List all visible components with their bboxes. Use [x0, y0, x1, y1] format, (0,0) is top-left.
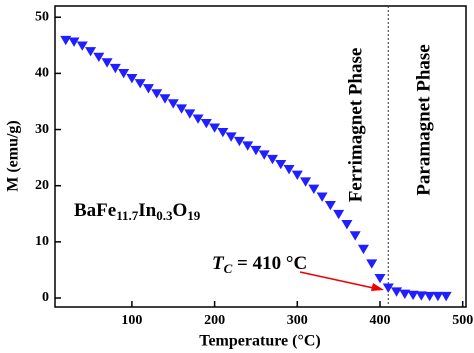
x-axis-label: Temperature (°C)	[199, 333, 320, 350]
y-tick-label: 10	[35, 234, 49, 249]
text: In	[138, 200, 156, 221]
y-axis-label: M (emu/g)	[5, 120, 22, 192]
data-point	[76, 41, 88, 51]
data-point	[407, 290, 419, 301]
text: = 410 °C	[232, 253, 307, 274]
data-point	[291, 170, 303, 180]
data-point	[440, 291, 452, 302]
data-point	[415, 291, 427, 301]
y-tick-label: 40	[35, 66, 49, 81]
plot-frame	[54, 5, 467, 308]
data-point	[283, 165, 295, 175]
data-point	[184, 109, 196, 119]
data-point	[167, 99, 179, 109]
data-point	[68, 37, 80, 47]
data-point	[134, 79, 146, 89]
sample-label: BaFe11.7In0.3O19	[74, 200, 201, 223]
data-point	[93, 52, 105, 63]
data-point	[258, 150, 270, 160]
text: O	[172, 200, 187, 221]
data-point	[176, 104, 188, 114]
text: BaFe	[74, 200, 116, 221]
data-point	[316, 192, 328, 202]
data-point	[118, 68, 130, 79]
data-point	[233, 136, 245, 147]
data-point	[250, 145, 262, 156]
para-label: Paramagnet Phase	[413, 44, 434, 195]
y-tick-label: 30	[35, 122, 49, 137]
x-tick-label: 300	[287, 313, 308, 328]
data-point	[151, 89, 163, 99]
data-point	[225, 132, 237, 142]
data-point	[341, 220, 353, 230]
data-point	[391, 287, 403, 297]
data-point	[217, 127, 229, 138]
x-tick-label: 400	[369, 313, 390, 328]
text: 19	[187, 208, 201, 223]
tc-label: TC = 410 °C	[212, 253, 307, 276]
data-point	[432, 291, 444, 302]
data-point	[209, 123, 221, 133]
y-tick-label: 50	[35, 9, 49, 24]
data-point	[159, 94, 171, 104]
data-point	[200, 118, 212, 129]
data-point	[109, 63, 121, 74]
data-point	[374, 273, 386, 284]
text: 11.7	[116, 208, 139, 223]
x-tick-label: 100	[121, 313, 142, 328]
data-point	[308, 184, 320, 195]
data-point	[126, 74, 138, 84]
data-point	[192, 114, 204, 124]
arrow	[299, 271, 379, 290]
x-tick-label: 500	[452, 313, 473, 328]
data-point	[85, 47, 97, 57]
text: 0.3	[156, 208, 173, 223]
data-point	[101, 58, 113, 68]
data-point	[366, 259, 378, 269]
x-tick-label: 200	[204, 313, 225, 328]
data-point	[142, 84, 154, 94]
data-point	[266, 154, 278, 165]
data-point	[242, 141, 254, 151]
data-point	[275, 159, 287, 170]
arrow-head	[371, 283, 384, 291]
data-point	[324, 200, 336, 211]
data-point	[399, 289, 411, 300]
ferri-label: Ferrimagnet Phase	[345, 48, 366, 203]
data-point	[382, 283, 394, 293]
data-point	[357, 244, 369, 255]
data-point	[349, 231, 361, 241]
data-point	[60, 35, 72, 46]
y-tick-label: 20	[35, 178, 49, 193]
data-point	[424, 291, 436, 302]
text: C	[224, 261, 233, 276]
data-point	[333, 209, 345, 220]
y-tick-label: 0	[42, 290, 49, 305]
data-point	[300, 177, 312, 187]
text: T	[212, 253, 225, 274]
